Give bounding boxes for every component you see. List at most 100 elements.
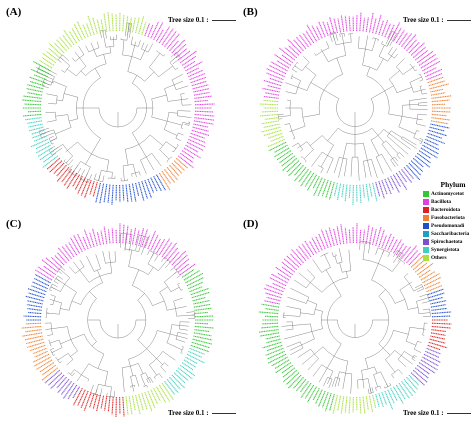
tip-label	[74, 175, 83, 191]
tip-label	[384, 23, 391, 38]
tip-label	[328, 227, 335, 246]
tip-label	[266, 344, 283, 352]
tip-label	[274, 359, 290, 369]
tip-label	[22, 332, 43, 337]
tip-label	[22, 95, 42, 99]
tip-label	[147, 390, 156, 409]
tip-label	[281, 157, 298, 172]
tip-label	[340, 14, 345, 32]
tip-label	[336, 183, 342, 201]
tip-label	[194, 322, 209, 325]
tip-label	[395, 29, 405, 44]
tip-label	[185, 61, 203, 72]
tip-label	[171, 374, 185, 389]
tip-label	[83, 229, 92, 249]
tip-label	[33, 61, 51, 72]
tip-label	[266, 68, 285, 78]
tip-label	[24, 335, 43, 341]
tip-label	[427, 288, 444, 296]
tip-label	[390, 175, 400, 194]
tip-label	[362, 396, 366, 414]
scale-bar: Tree size 0.1 :	[168, 16, 236, 24]
tip-label	[194, 117, 215, 121]
tip-label	[429, 338, 446, 344]
tip-label	[428, 129, 448, 137]
tip-label	[141, 181, 149, 200]
tip-label	[429, 126, 445, 132]
tip-label	[161, 242, 173, 258]
tip-label	[138, 182, 145, 201]
tip-label	[372, 182, 378, 202]
tip-label	[384, 390, 394, 410]
tip-label	[390, 239, 398, 253]
legend-item: Bacillota	[423, 198, 474, 206]
tip-label	[431, 325, 451, 329]
tip-label	[59, 36, 70, 50]
tip-label	[186, 67, 200, 75]
tip-label	[31, 129, 45, 135]
tip-label	[150, 177, 158, 192]
tip-label	[128, 17, 132, 32]
tip-label	[138, 394, 144, 411]
tree-panel-c: (C) Tree size 0.1 :	[0, 212, 237, 424]
tip-label	[271, 356, 288, 367]
tip-label	[103, 13, 108, 32]
tip-label	[401, 381, 414, 397]
tip-label	[362, 17, 366, 32]
tip-label	[362, 229, 366, 244]
tip-label	[34, 273, 51, 284]
tip-label	[32, 353, 50, 363]
tip-label	[281, 266, 294, 276]
tip-label	[41, 57, 55, 66]
tip-label	[27, 92, 43, 96]
tip-label	[192, 297, 206, 302]
tip-label	[430, 88, 444, 93]
tip-labels	[258, 223, 452, 414]
tip-label	[178, 367, 193, 380]
tip-label	[169, 40, 179, 52]
tip-label	[27, 300, 43, 305]
tip-label	[271, 273, 288, 284]
tip-label	[51, 257, 63, 268]
tip-label	[39, 362, 55, 373]
tip-label	[329, 16, 335, 34]
tip-label	[73, 234, 83, 253]
tip-label	[193, 123, 209, 128]
tip-labels	[21, 223, 214, 417]
tip-label	[398, 382, 410, 399]
tip-label	[318, 21, 326, 38]
legend-label: Fusobacteriota	[431, 215, 465, 221]
tip-label	[175, 157, 189, 169]
legend-item: Bacteroidota	[423, 206, 474, 214]
legend-item: Fusobacteriota	[423, 214, 474, 222]
tip-label	[63, 29, 75, 46]
tip-label	[325, 181, 332, 199]
tip-label	[191, 129, 210, 136]
tip-label	[25, 117, 42, 121]
tip-label	[281, 261, 295, 273]
tip-label	[425, 68, 443, 78]
tip-label	[144, 23, 150, 37]
tip-label	[185, 356, 198, 365]
tip-label	[259, 332, 280, 337]
tip-label	[188, 350, 202, 358]
tip-label	[70, 237, 80, 254]
tip-label	[104, 396, 108, 411]
tip-label	[418, 54, 436, 66]
tip-label	[189, 347, 205, 355]
tip-label	[107, 229, 111, 244]
scale-label: Tree size 0.1 :	[168, 16, 209, 24]
tip-label	[38, 59, 53, 69]
tip-label	[277, 272, 290, 281]
tip-label	[420, 57, 438, 69]
tip-label	[27, 288, 46, 296]
tip-label	[393, 27, 402, 42]
tip-label	[279, 47, 295, 61]
tip-label	[103, 184, 108, 203]
tip-label	[35, 269, 53, 281]
legend-swatch	[423, 207, 429, 213]
tip-label	[77, 389, 86, 406]
tip-label	[189, 135, 206, 144]
tip-label	[273, 147, 290, 158]
tip-label	[36, 144, 51, 154]
